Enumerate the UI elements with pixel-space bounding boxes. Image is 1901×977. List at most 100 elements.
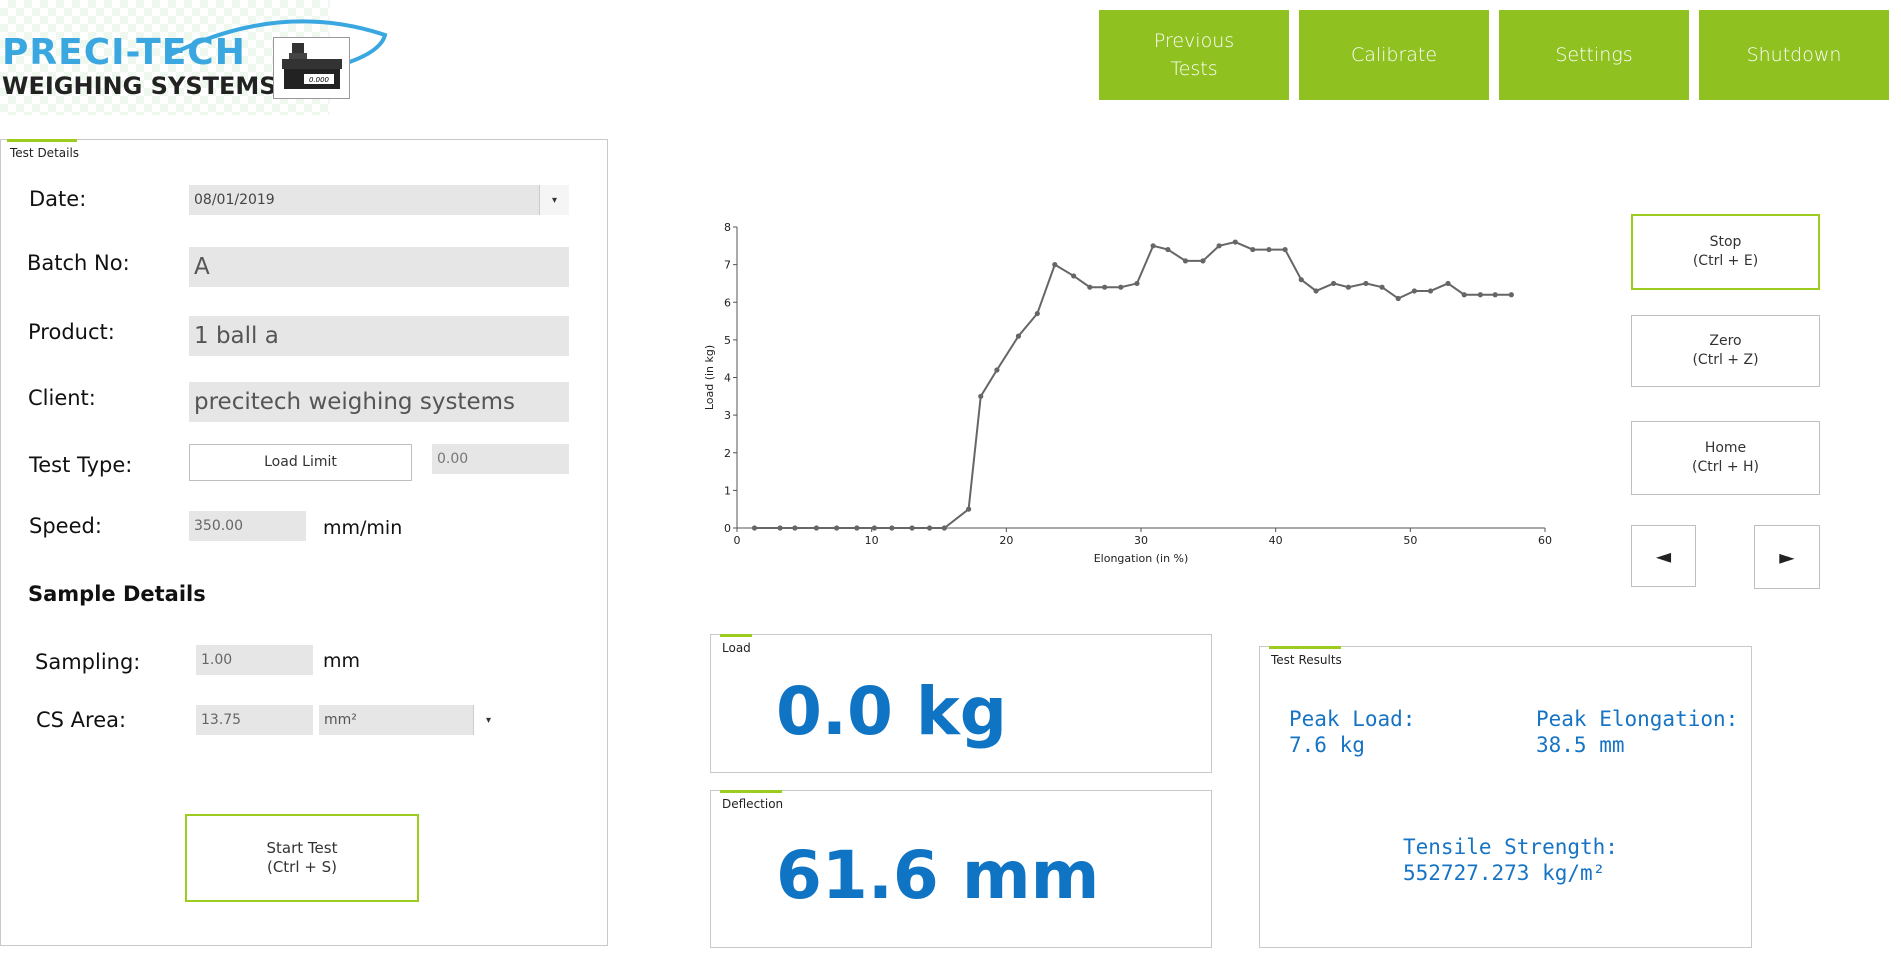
right-arrow-icon[interactable]: ► <box>1754 525 1820 589</box>
date-value: 08/01/2019 <box>194 192 275 208</box>
data-point <box>926 525 933 531</box>
zero-button[interactable]: Zero (Ctrl + Z) <box>1631 315 1820 387</box>
previous-tests-button[interactable]: Previous Tests <box>1099 10 1289 100</box>
data-point <box>1282 246 1288 253</box>
scale-icon: 0.000 <box>273 37 350 99</box>
data-point <box>1250 246 1256 253</box>
data-point <box>777 525 783 531</box>
data-point <box>1508 292 1514 298</box>
data-point <box>941 525 947 531</box>
date-picker[interactable]: 08/01/2019 ▾ <box>189 185 569 215</box>
data-point <box>1182 258 1189 264</box>
sampling-label: Sampling: <box>35 650 141 674</box>
test-type-label: Test Type: <box>29 453 133 477</box>
x-axis-label: Elongation (in %) <box>1094 552 1189 565</box>
series-line <box>754 241 1512 529</box>
panel-accent <box>720 634 752 637</box>
x-tick-label: 20 <box>999 534 1013 547</box>
data-point <box>792 525 798 531</box>
cs-area-input[interactable]: 13.75 <box>196 705 313 735</box>
test-results-panel: Test Results Peak Load: 7.6 kg Peak Elon… <box>1259 646 1752 948</box>
sampling-unit: mm <box>323 650 361 672</box>
data-point <box>1477 292 1483 298</box>
product-input[interactable]: 1 ball a <box>189 316 569 356</box>
test-type-button[interactable]: Load Limit <box>189 444 412 481</box>
x-tick-label: 50 <box>1403 534 1417 547</box>
y-tick-label: 8 <box>724 221 731 234</box>
test-details-title: Test Details <box>10 146 80 160</box>
data-point <box>1200 258 1206 264</box>
data-point <box>994 367 1000 373</box>
scale-display: 0.000 <box>309 76 330 84</box>
y-tick-label: 0 <box>724 522 731 535</box>
cs-area-unit-select[interactable]: mm² ▾ <box>319 705 503 735</box>
chevron-down-icon[interactable]: ▾ <box>473 705 503 735</box>
x-tick-label: 10 <box>865 534 879 547</box>
data-point <box>1427 288 1434 294</box>
x-tick-label: 0 <box>734 534 741 547</box>
sampling-input[interactable]: 1.00 <box>196 645 313 675</box>
test-type-value-input[interactable]: 0.00 <box>432 444 569 474</box>
data-point <box>1461 292 1467 298</box>
load-value: 0.0 kg <box>776 673 1008 750</box>
home-button[interactable]: Home (Ctrl + H) <box>1631 421 1820 495</box>
data-point <box>834 525 840 531</box>
settings-button[interactable]: Settings <box>1499 10 1689 100</box>
deflection-value: 61.6 mm <box>776 837 1100 914</box>
data-point <box>1411 288 1417 294</box>
test-results-title: Test Results <box>1271 653 1342 667</box>
data-point <box>1102 284 1108 290</box>
data-point <box>1345 284 1351 290</box>
speed-input[interactable]: 350.00 <box>189 511 306 541</box>
data-point <box>813 525 820 531</box>
data-point <box>751 525 758 531</box>
speed-label: Speed: <box>29 514 102 538</box>
data-point <box>1034 310 1040 317</box>
start-test-button[interactable]: Start Test (Ctrl + S) <box>185 814 419 902</box>
data-point <box>1445 280 1451 287</box>
data-point <box>1363 280 1369 287</box>
x-tick-label: 40 <box>1269 534 1283 547</box>
logo-line2: WEIGHING SYSTEMS <box>2 72 277 100</box>
shutdown-button[interactable]: Shutdown <box>1699 10 1889 100</box>
chevron-down-icon[interactable]: ▾ <box>539 185 569 215</box>
data-point <box>889 525 895 531</box>
load-title: Load <box>722 641 751 655</box>
cs-area-label: CS Area: <box>36 708 127 732</box>
data-point <box>1492 292 1498 298</box>
load-elongation-chart: 0 10 20 30 40 50 60 0 1 2 3 4 5 6 7 8 Elongation (in %) L… <box>703 221 1552 565</box>
client-input[interactable]: precitech weighing systems <box>189 382 569 422</box>
panel-accent <box>1269 646 1341 649</box>
y-tick-label: 1 <box>724 484 731 497</box>
data-point <box>854 525 860 531</box>
data-point <box>1298 277 1304 283</box>
y-tick-label: 2 <box>724 447 731 460</box>
calibrate-button[interactable]: Calibrate <box>1299 10 1489 100</box>
load-panel: Load 0.0 kg <box>710 634 1212 773</box>
data-point <box>1015 333 1022 339</box>
data-point <box>1071 273 1077 279</box>
data-point <box>871 525 877 531</box>
data-point <box>1134 280 1140 287</box>
data-point <box>1266 246 1272 253</box>
x-tick-label: 60 <box>1538 534 1552 547</box>
tensile-strength-result: Tensile Strength: 552727.273 kg/m² <box>1403 835 1618 885</box>
batch-input[interactable]: A <box>189 247 569 287</box>
data-point <box>1232 239 1238 245</box>
data-point <box>1150 243 1156 249</box>
data-point <box>978 393 984 399</box>
left-arrow-icon[interactable]: ◄ <box>1631 525 1696 587</box>
y-tick-label: 5 <box>724 334 731 347</box>
stop-button[interactable]: Stop (Ctrl + E) <box>1631 214 1820 290</box>
sample-details-heading: Sample Details <box>28 582 206 606</box>
batch-label: Batch No: <box>27 251 130 275</box>
deflection-panel: Deflection 61.6 mm <box>710 790 1212 948</box>
data-point <box>1165 246 1171 253</box>
data-point <box>1313 288 1319 294</box>
client-label: Client: <box>28 386 96 410</box>
peak-load-result: Peak Load: 7.6 kg <box>1289 707 1416 757</box>
y-tick-label: 6 <box>724 296 731 309</box>
cs-area-unit: mm² <box>324 712 357 728</box>
y-tick-label: 4 <box>724 372 731 385</box>
y-tick-label: 3 <box>724 409 731 422</box>
